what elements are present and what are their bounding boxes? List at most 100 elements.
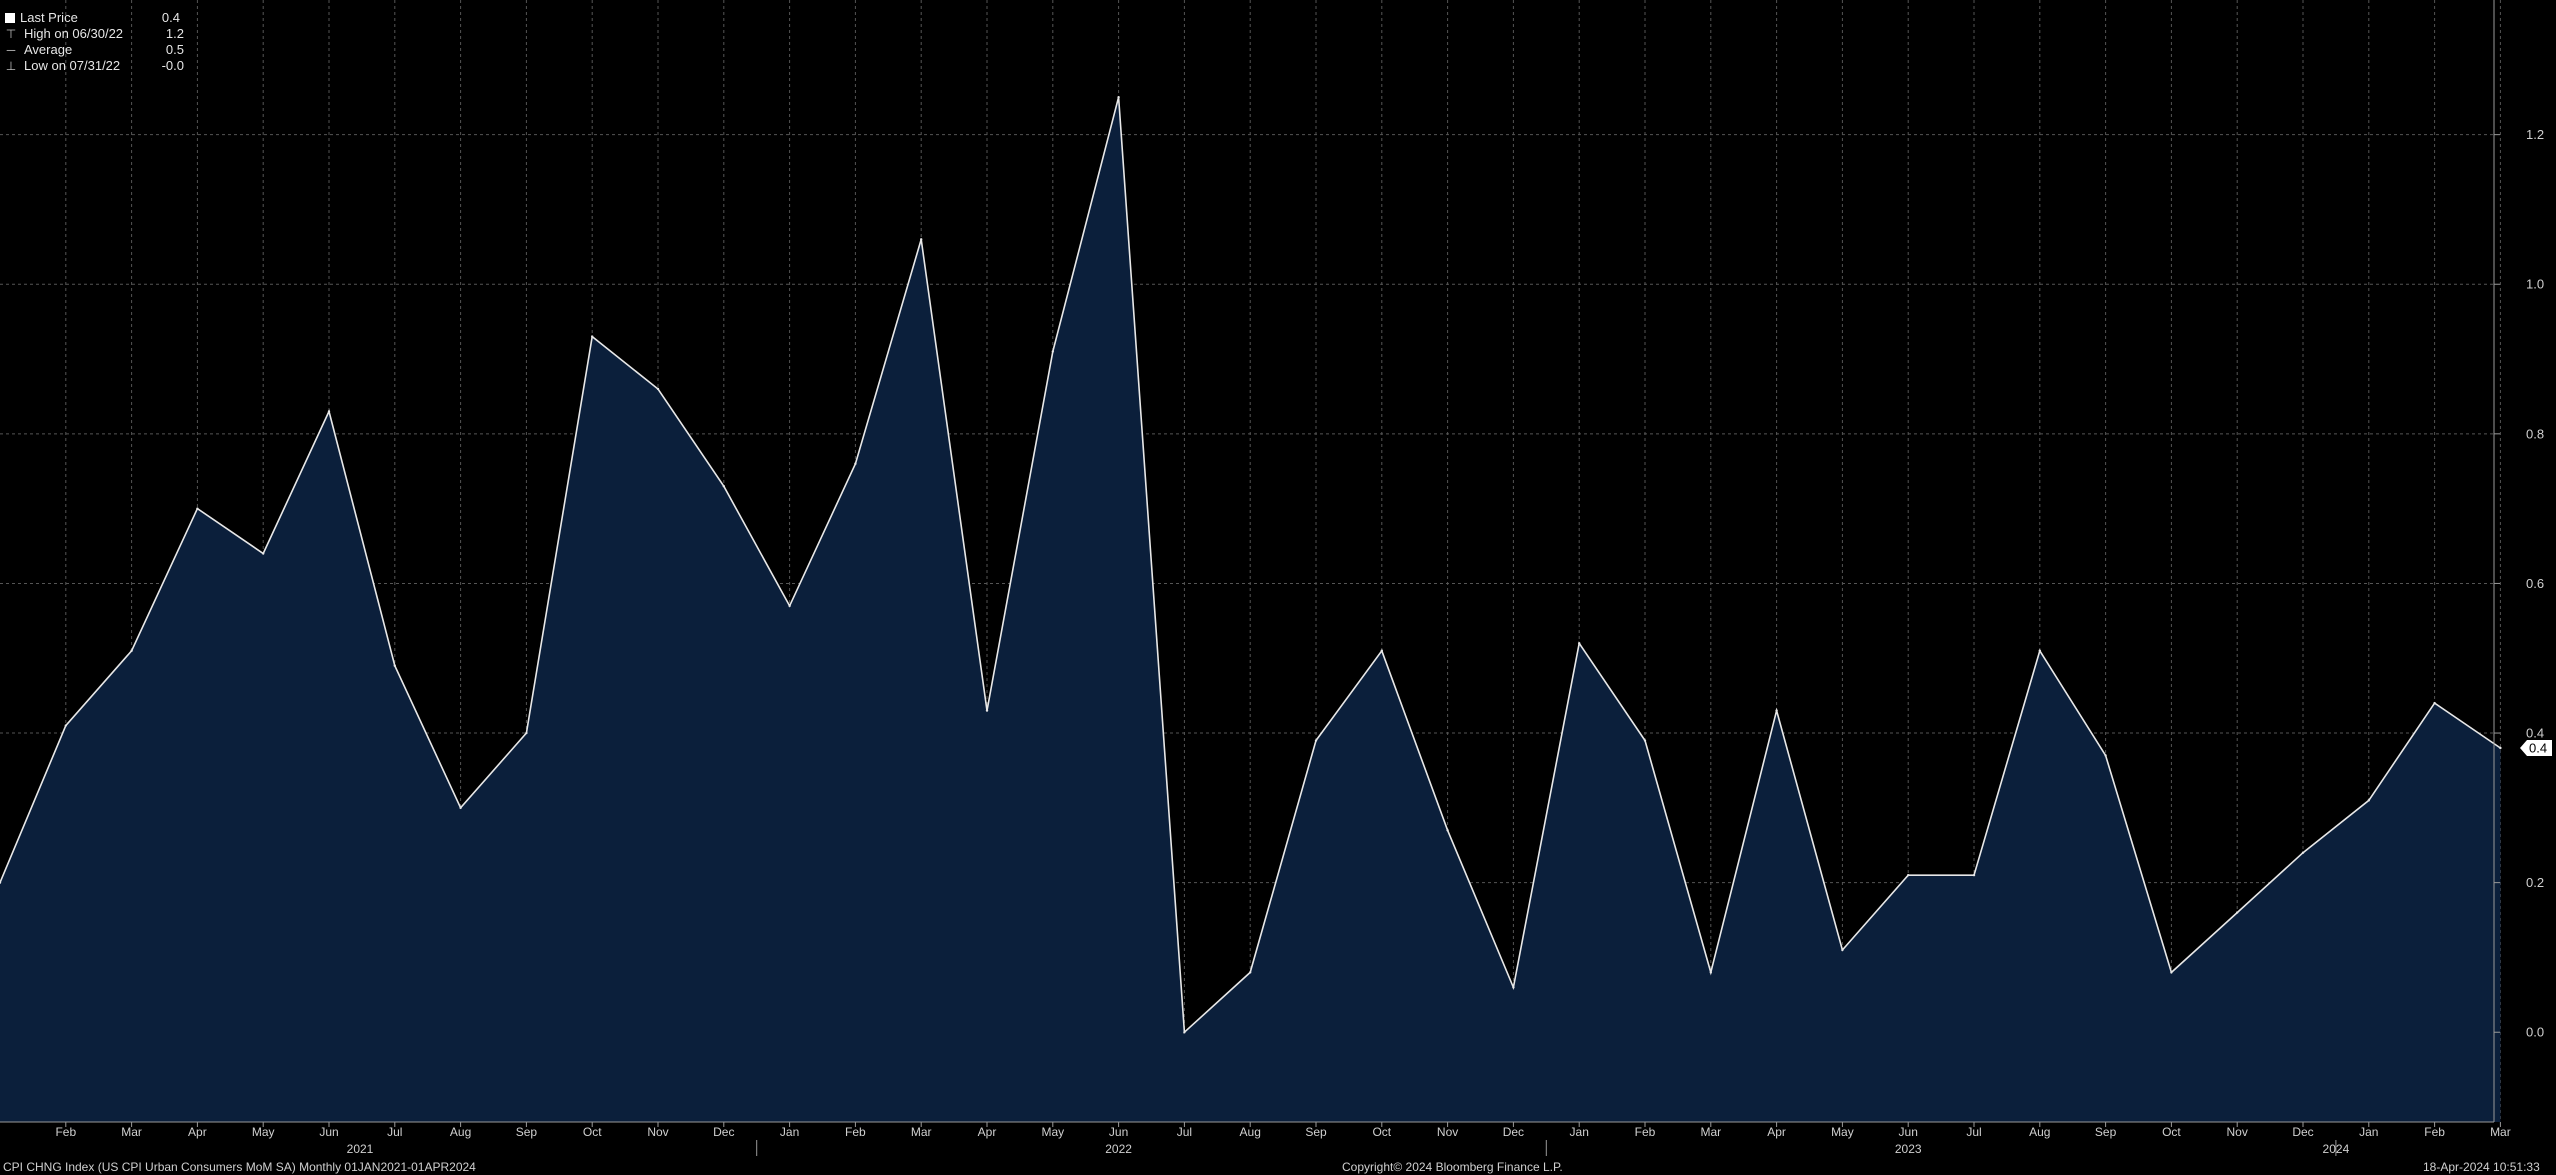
data-point: [1512, 986, 1515, 989]
series-area-fill: [0, 97, 2501, 1123]
x-tick-label: Apr: [978, 1125, 997, 1139]
data-point: [1117, 96, 1120, 99]
high-marker-icon: ⊤: [5, 27, 17, 41]
data-point: [2236, 911, 2239, 914]
year-label: 2023: [1895, 1142, 1922, 1156]
data-point: [722, 485, 725, 488]
year-label: 2021: [347, 1142, 374, 1156]
data-point: [2499, 746, 2502, 750]
data-point: [64, 724, 68, 727]
x-tick-label: Feb: [1635, 1125, 1656, 1139]
y-tick-label: 0.4: [2526, 726, 2544, 741]
x-tick-label: Jul: [387, 1125, 402, 1139]
data-point: [1709, 971, 1713, 974]
x-tick-label: Apr: [188, 1125, 207, 1139]
y-tick-label: 1.2: [2526, 127, 2544, 142]
data-point: [1446, 829, 1449, 832]
x-tick-label: Jun: [319, 1125, 338, 1139]
legend-label: Low on 07/31/22: [24, 58, 121, 73]
average-marker-icon: ─: [6, 43, 16, 57]
y-axis-labels: 0.0 0.2 0.4 0.6 0.8 1.0 1.2: [2494, 127, 2544, 1040]
data-point: [591, 335, 594, 338]
chart-legend: Last Price 0.4 ⊤ High on 06/30/22 1.2 ─ …: [4, 10, 184, 74]
x-tick-label: Dec: [2292, 1125, 2313, 1139]
x-tick-label: Jun: [1899, 1125, 1918, 1139]
low-marker-icon: ⊥: [5, 59, 17, 73]
x-tick-label: May: [252, 1125, 275, 1139]
data-point: [459, 806, 462, 810]
legend-row-last-price: Last Price 0.4: [4, 10, 184, 26]
legend-row-low: ⊥ Low on 07/31/22 -0.0: [4, 58, 184, 74]
square-marker-icon: [5, 13, 15, 23]
legend-value: -0.0: [161, 58, 184, 73]
x-tick-label: Oct: [2162, 1125, 2181, 1139]
x-tick-label: Jun: [1109, 1125, 1128, 1139]
axes: [0, 0, 2501, 1156]
data-point: [393, 664, 396, 667]
data-point: [1775, 709, 1778, 712]
data-point: [2301, 851, 2305, 854]
x-tick-label: Sep: [1305, 1125, 1327, 1139]
data-point: [1183, 1031, 1186, 1034]
security-description: CPI CHNG Index (US CPI Urban Consumers M…: [3, 1160, 476, 1174]
x-tick-label: Aug: [2029, 1125, 2050, 1139]
x-tick-label: Oct: [583, 1125, 602, 1139]
data-point: [1314, 739, 1318, 742]
x-tick-label: Aug: [1240, 1125, 1261, 1139]
x-tick-label: Nov: [647, 1125, 668, 1139]
x-axis-labels: Feb Mar Apr May Jun Jul Aug Sep Oct Nov Dec Jan Feb M…: [55, 1125, 2510, 1156]
data-point: [1841, 948, 1844, 952]
x-tick-label: Mar: [121, 1125, 142, 1139]
timestamp: 18-Apr-2024 10:51:33: [2423, 1160, 2540, 1174]
x-tick-label: Apr: [1767, 1125, 1786, 1139]
x-tick-label: Dec: [713, 1125, 734, 1139]
x-tick-label: Aug: [450, 1125, 471, 1139]
data-points: [0, 96, 2502, 1034]
data-point: [2433, 701, 2436, 705]
data-point: [130, 649, 133, 652]
legend-row-high: ⊤ High on 06/30/22 1.2: [4, 26, 184, 42]
x-tick-label: Nov: [1437, 1125, 1458, 1139]
y-tick-label: 0.0: [2526, 1025, 2544, 1040]
x-tick-label: Sep: [516, 1125, 538, 1139]
data-point: [0, 881, 2, 884]
data-point: [1249, 971, 1252, 974]
x-tick-label: Feb: [845, 1125, 866, 1139]
y-tick-label: 1.0: [2526, 277, 2544, 292]
x-tick-label: May: [1831, 1125, 1854, 1139]
x-tick-label: Mar: [911, 1125, 932, 1139]
x-tick-label: Oct: [1372, 1125, 1391, 1139]
data-point: [2367, 799, 2370, 802]
data-point: [985, 709, 989, 712]
data-point: [2170, 971, 2173, 974]
data-point: [1907, 873, 1910, 877]
data-point: [1578, 642, 1581, 645]
last-price-tag-label: 0.4: [2529, 741, 2547, 756]
data-point: [1051, 350, 1055, 353]
x-tick-label: Jan: [2359, 1125, 2378, 1139]
x-tick-label: Jul: [1177, 1125, 1192, 1139]
data-point: [2104, 754, 2107, 757]
x-tick-label: Jan: [1570, 1125, 1589, 1139]
x-tick-label: Sep: [2095, 1125, 2117, 1139]
last-price-tag: 0.4: [2520, 740, 2552, 756]
legend-label: Last Price: [20, 10, 78, 25]
copyright-notice: Copyright© 2024 Bloomberg Finance L.P.: [1342, 1160, 1563, 1174]
data-point: [920, 238, 923, 241]
x-tick-label: May: [1041, 1125, 1064, 1139]
data-point: [196, 507, 199, 510]
x-tick-label: Feb: [2424, 1125, 2445, 1139]
data-point: [788, 604, 791, 608]
x-tick-label: Mar: [2490, 1125, 2511, 1139]
x-tick-label: Dec: [1503, 1125, 1524, 1139]
data-point: [1643, 739, 1647, 742]
data-point: [656, 387, 660, 391]
x-tick-label: Nov: [2227, 1125, 2248, 1139]
year-label: 2024: [2323, 1142, 2350, 1156]
data-point: [327, 410, 331, 413]
data-point: [2038, 649, 2042, 652]
data-point: [1380, 649, 1384, 652]
x-tick-label: Jan: [780, 1125, 799, 1139]
legend-value: 1.2: [165, 26, 184, 41]
